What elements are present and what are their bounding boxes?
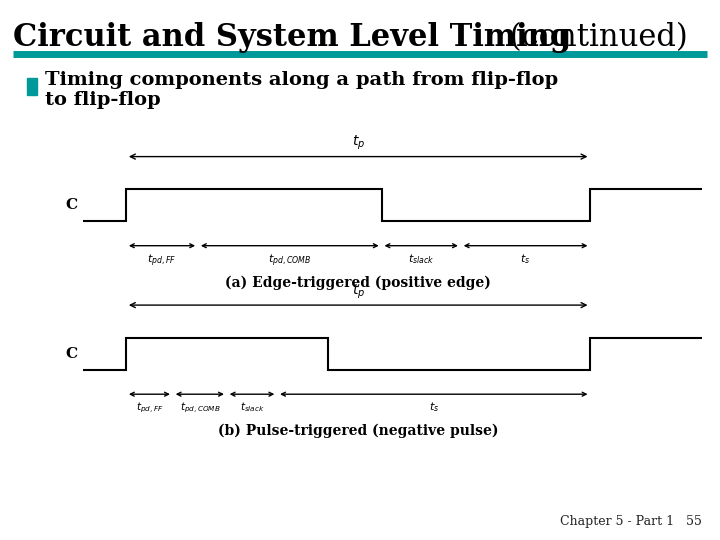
Text: $t_{pd,FF}$: $t_{pd,FF}$: [148, 252, 176, 268]
Text: (continued): (continued): [500, 22, 688, 52]
Text: C: C: [65, 347, 77, 361]
Text: Timing components along a path from flip-flop: Timing components along a path from flip…: [45, 71, 558, 89]
Text: $t_s$: $t_s$: [521, 252, 531, 266]
Text: $t_p$: $t_p$: [351, 134, 365, 152]
Bar: [27, 78, 37, 95]
Text: (a) Edge-triggered (positive edge): (a) Edge-triggered (positive edge): [225, 275, 491, 290]
Text: $t_{pd,FF}$: $t_{pd,FF}$: [135, 401, 163, 415]
Text: $t_{slack}$: $t_{slack}$: [408, 252, 434, 266]
Text: to flip-flop: to flip-flop: [45, 91, 161, 109]
Text: $t_{pd,COMB}$: $t_{pd,COMB}$: [179, 401, 220, 415]
Text: $t_s$: $t_s$: [428, 401, 439, 415]
Text: $t_{pd,COMB}$: $t_{pd,COMB}$: [268, 252, 312, 268]
Text: (b) Pulse-triggered (negative pulse): (b) Pulse-triggered (negative pulse): [218, 424, 498, 438]
Text: $t_{slack}$: $t_{slack}$: [240, 401, 264, 415]
Text: Chapter 5 - Part 1   55: Chapter 5 - Part 1 55: [560, 515, 702, 528]
Text: C: C: [65, 198, 77, 212]
Text: $t_p$: $t_p$: [351, 282, 365, 301]
Text: Circuit and System Level Timing: Circuit and System Level Timing: [13, 22, 571, 52]
